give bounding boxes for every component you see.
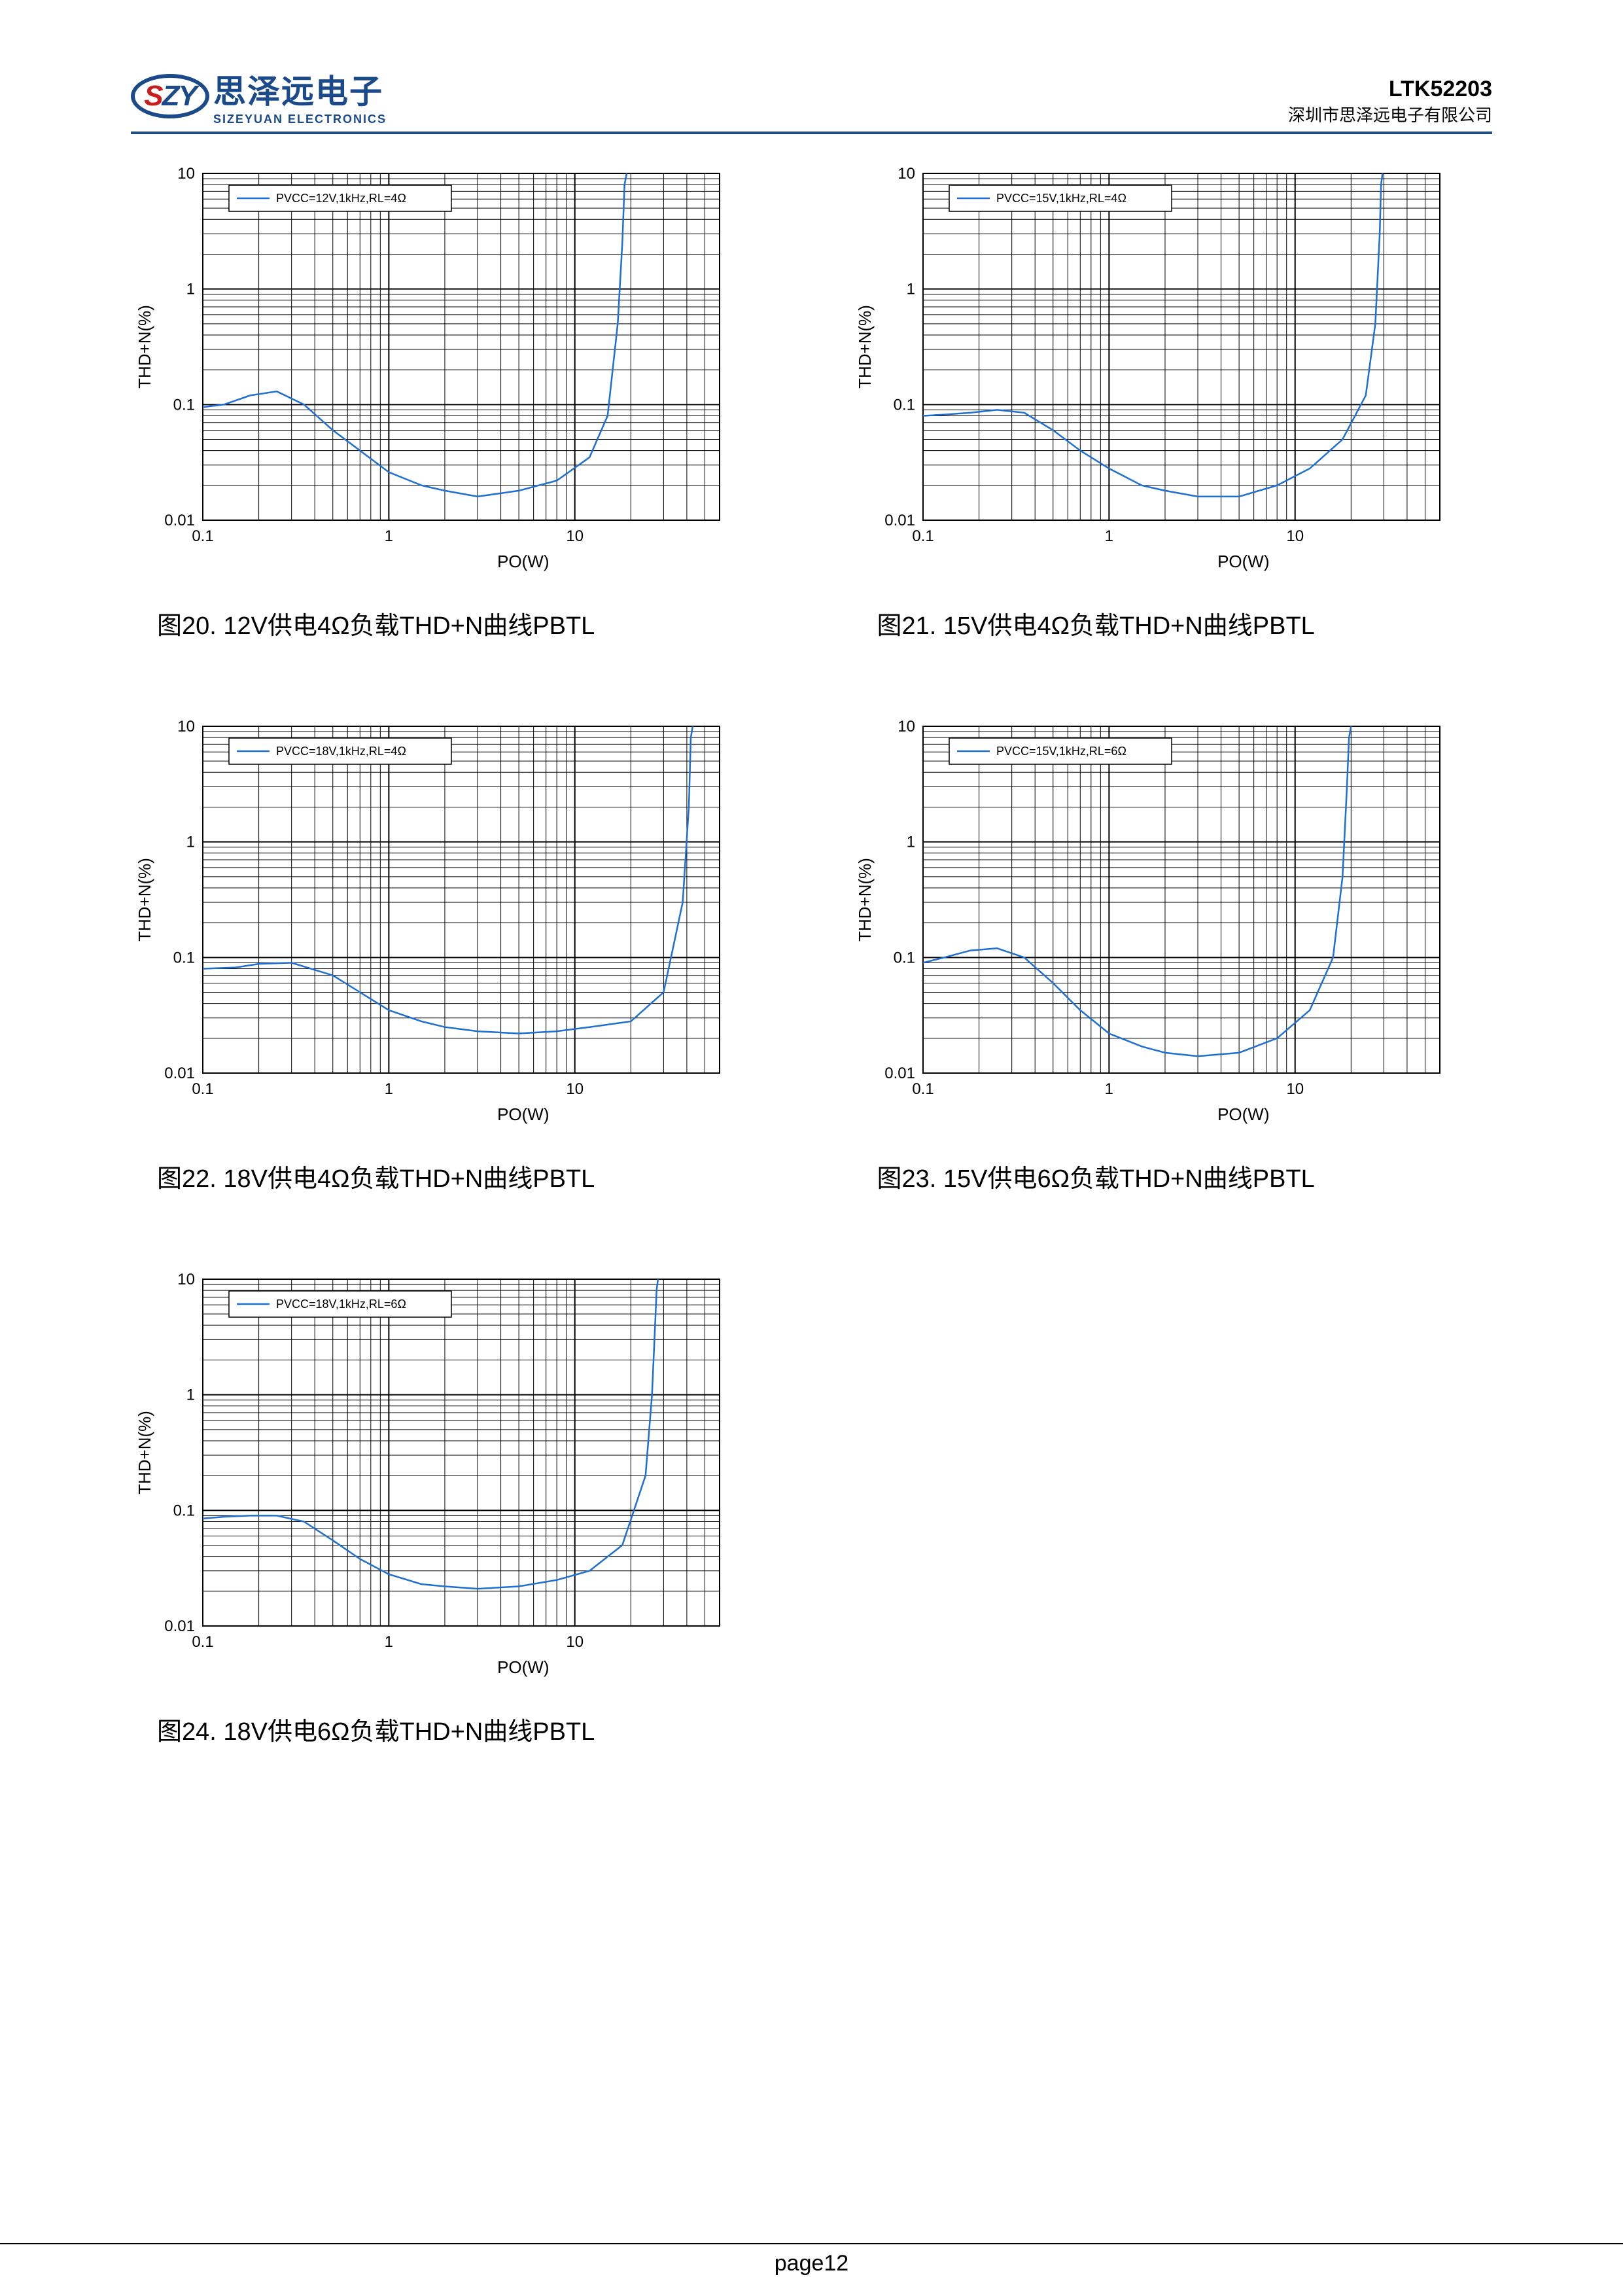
- xtick-label: 0.1: [912, 527, 934, 545]
- thd-chart: 0.11100.010.1110PO(W)THD+N(%)PVCC=15V,1k…: [851, 713, 1453, 1132]
- xtick-label: 10: [566, 527, 584, 545]
- company-logo: SZY 思泽远电子 SIZEYUAN ELECTRONICS: [131, 65, 387, 126]
- ytick-label: 0.01: [884, 512, 915, 529]
- xtick-label: 0.1: [912, 1080, 934, 1098]
- ytick-label: 0.1: [893, 396, 915, 414]
- thd-chart: 0.11100.010.1110PO(W)THD+N(%)PVCC=15V,1k…: [851, 160, 1453, 579]
- ytick-label: 10: [177, 718, 195, 735]
- xtick-label: 10: [1286, 527, 1304, 545]
- ytick-label: 10: [177, 1271, 195, 1288]
- y-axis-label: THD+N(%): [855, 305, 875, 389]
- figure-caption: 图20. 12V供电4Ω负载THD+N曲线PBTL: [131, 605, 773, 641]
- xtick-label: 0.1: [192, 1080, 213, 1098]
- plot-area: [923, 173, 1440, 520]
- xtick-label: 0.1: [192, 527, 213, 545]
- y-axis-label: THD+N(%): [855, 858, 875, 942]
- ytick-label: 1: [906, 281, 915, 298]
- ytick-label: 0.01: [164, 512, 195, 529]
- thd-chart: 0.11100.010.1110PO(W)THD+N(%)PVCC=18V,1k…: [131, 1266, 733, 1685]
- page-footer: page12: [0, 2243, 1623, 2276]
- charts-grid: 0.11100.010.1110PO(W)THD+N(%)PVCC=12V,1k…: [131, 160, 1492, 1747]
- legend-label: PVCC=15V,1kHz,RL=6Ω: [996, 745, 1126, 758]
- ytick-label: 10: [898, 718, 915, 735]
- ytick-label: 0.1: [173, 396, 195, 414]
- thd-chart: 0.11100.010.1110PO(W)THD+N(%)PVCC=18V,1k…: [131, 713, 733, 1132]
- x-axis-label: PO(W): [497, 552, 549, 571]
- ytick-label: 0.1: [173, 949, 195, 966]
- x-axis-label: PO(W): [1217, 552, 1269, 571]
- chart-cell: 0.11100.010.1110PO(W)THD+N(%)PVCC=18V,1k…: [131, 713, 773, 1194]
- figure-caption: 图22. 18V供电4Ω负载THD+N曲线PBTL: [131, 1158, 773, 1194]
- legend-label: PVCC=12V,1kHz,RL=4Ω: [276, 192, 406, 205]
- ytick-label: 0.1: [893, 949, 915, 966]
- xtick-label: 1: [385, 1080, 393, 1098]
- logo-letter-s: S: [144, 80, 162, 112]
- ytick-label: 10: [177, 165, 195, 183]
- ytick-label: 0.01: [164, 1065, 195, 1082]
- legend-label: PVCC=18V,1kHz,RL=6Ω: [276, 1298, 406, 1311]
- ytick-label: 1: [186, 1386, 195, 1404]
- xtick-label: 10: [1286, 1080, 1304, 1098]
- x-axis-label: PO(W): [1217, 1104, 1269, 1124]
- y-axis-label: THD+N(%): [135, 858, 154, 942]
- figure-caption: 图21. 15V供电4Ω负载THD+N曲线PBTL: [851, 605, 1493, 641]
- xtick-label: 1: [1104, 527, 1113, 545]
- x-axis-label: PO(W): [497, 1657, 549, 1677]
- thd-chart: 0.11100.010.1110PO(W)THD+N(%)PVCC=12V,1k…: [131, 160, 733, 579]
- ytick-label: 0.1: [173, 1502, 195, 1519]
- header-right: LTK52203 深圳市思泽远电子有限公司: [1288, 77, 1492, 126]
- logo-badge: SZY: [131, 74, 209, 118]
- xtick-label: 1: [385, 1633, 393, 1651]
- company-name: 深圳市思泽远电子有限公司: [1288, 102, 1492, 126]
- page-content: SZY 思泽远电子 SIZEYUAN ELECTRONICS LTK52203 …: [131, 65, 1492, 2217]
- logo-letter-zy: ZY: [162, 80, 196, 112]
- ytick-label: 0.01: [164, 1617, 195, 1635]
- part-number: LTK52203: [1288, 77, 1492, 102]
- xtick-label: 10: [566, 1633, 584, 1651]
- plot-area: [203, 1279, 720, 1626]
- chart-cell: 0.11100.010.1110PO(W)THD+N(%)PVCC=18V,1k…: [131, 1266, 773, 1747]
- ytick-label: 1: [906, 834, 915, 851]
- y-axis-label: THD+N(%): [135, 1411, 154, 1494]
- logo-cn: 思泽远电子: [213, 65, 387, 113]
- chart-cell: 0.11100.010.1110PO(W)THD+N(%)PVCC=12V,1k…: [131, 160, 773, 641]
- figure-caption: 图24. 18V供电6Ω负载THD+N曲线PBTL: [131, 1711, 773, 1747]
- chart-cell: 0.11100.010.1110PO(W)THD+N(%)PVCC=15V,1k…: [851, 160, 1493, 641]
- ytick-label: 1: [186, 834, 195, 851]
- xtick-label: 0.1: [192, 1633, 213, 1651]
- chart-cell: 0.11100.010.1110PO(W)THD+N(%)PVCC=15V,1k…: [851, 713, 1493, 1194]
- page-number: page12: [775, 2251, 848, 2276]
- y-axis-label: THD+N(%): [135, 305, 154, 389]
- logo-text: 思泽远电子 SIZEYUAN ELECTRONICS: [213, 65, 387, 126]
- figure-caption: 图23. 15V供电6Ω负载THD+N曲线PBTL: [851, 1158, 1493, 1194]
- ytick-label: 1: [186, 281, 195, 298]
- x-axis-label: PO(W): [497, 1104, 549, 1124]
- xtick-label: 1: [1104, 1080, 1113, 1098]
- plot-area: [203, 173, 720, 520]
- plot-area: [203, 726, 720, 1073]
- legend-label: PVCC=18V,1kHz,RL=4Ω: [276, 745, 406, 758]
- legend-label: PVCC=15V,1kHz,RL=4Ω: [996, 192, 1126, 205]
- xtick-label: 10: [566, 1080, 584, 1098]
- plot-area: [923, 726, 1440, 1073]
- xtick-label: 1: [385, 527, 393, 545]
- logo-en: SIZEYUAN ELECTRONICS: [213, 113, 387, 126]
- page-header: SZY 思泽远电子 SIZEYUAN ELECTRONICS LTK52203 …: [131, 65, 1492, 134]
- ytick-label: 0.01: [884, 1065, 915, 1082]
- ytick-label: 10: [898, 165, 915, 183]
